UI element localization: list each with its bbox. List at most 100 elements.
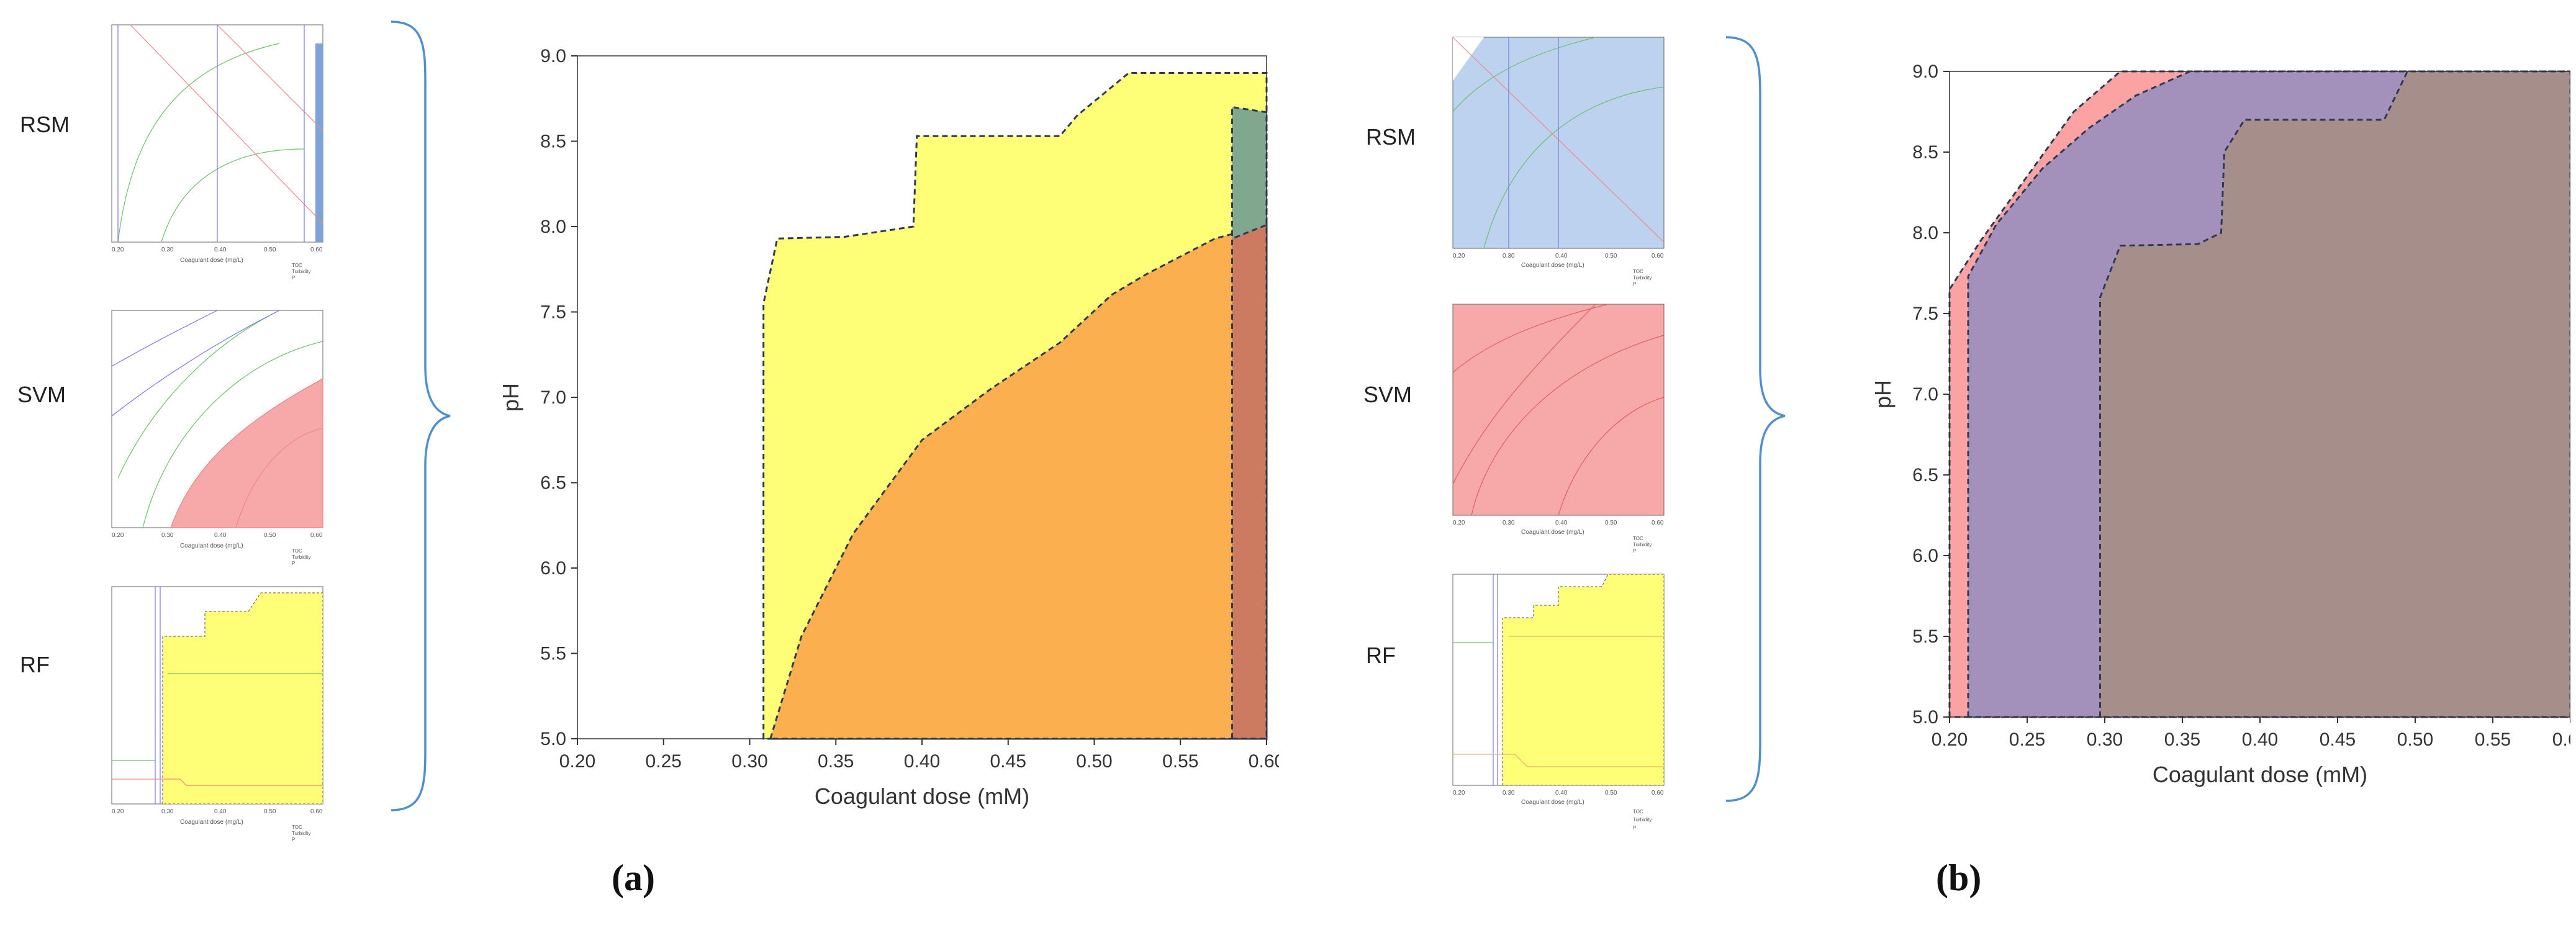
ytick-label-b-7: 8.5 — [1912, 142, 1938, 163]
svg-text:0.40: 0.40 — [214, 532, 227, 539]
svg-text:0.50: 0.50 — [1605, 253, 1617, 259]
svg-text:0.20: 0.20 — [112, 532, 124, 539]
svg-text:0.50: 0.50 — [1605, 790, 1617, 796]
brace-b — [1725, 36, 1786, 802]
xtick-label-b-2: 0.30 — [2087, 729, 2123, 750]
mini-legend-toc-b: TOC — [1633, 269, 1643, 274]
svg-text:0.30: 0.30 — [1503, 520, 1515, 526]
mini-xticks-rsm-a: 0.20 0.30 0.40 0.50 0.60 — [112, 246, 323, 253]
svg-text:0.60: 0.60 — [310, 808, 323, 815]
ytick-label-a-5: 7.5 — [540, 302, 566, 323]
xtick-label-a-1: 0.25 — [646, 751, 682, 772]
mini-label-rf-a: RF — [20, 652, 50, 677]
svg-text:0.50: 0.50 — [1605, 520, 1617, 526]
svg-text:0.50: 0.50 — [264, 246, 276, 253]
mini-label-rsm-b: RSM — [1366, 124, 1416, 150]
mini-legend-p-svm-a: P — [292, 561, 295, 565]
mini-legend-toc-a: TOC — [292, 263, 302, 268]
svg-text:0.60: 0.60 — [310, 532, 323, 539]
xtick-label-a-3: 0.35 — [818, 751, 854, 772]
mini-plot-rf-b: 0.20 0.30 0.40 0.50 0.60 Coagulant dose (mg/… — [1452, 574, 1665, 831]
ytick-label-b-0: 5.0 — [1912, 707, 1938, 728]
svg-text:0.60: 0.60 — [1652, 520, 1664, 526]
yaxis-label-b: pH — [1870, 380, 1896, 408]
ytick-label-a-8: 9.0 — [540, 46, 566, 66]
mini-xlabel-rsm-a: Coagulant dose (mg/L) — [180, 257, 243, 264]
xtick-label-b-4: 0.40 — [2242, 729, 2278, 750]
svg-text:0.40: 0.40 — [214, 808, 227, 815]
ytick-label-b-3: 6.5 — [1912, 465, 1938, 485]
svg-text:0.20: 0.20 — [1453, 253, 1465, 259]
region-a-3 — [1231, 223, 1268, 740]
mini-legend-turbidity-svm-a: Turbidity — [292, 554, 310, 560]
mini-plot-rsm-a: 0.20 0.30 0.40 0.50 0.60 Coagulant dose (mg/… — [111, 24, 323, 279]
xtick-label-a-0: 0.20 — [559, 751, 595, 772]
mini-plot-svm-b: 0.20 0.30 0.40 0.50 0.60 Coagulant dose (mg/… — [1452, 304, 1665, 553]
xtick-label-b-5: 0.45 — [2320, 729, 2356, 750]
ytick-label-a-7: 8.5 — [540, 132, 566, 152]
xtick-label-a-8: 0.60 — [1249, 751, 1279, 772]
panel-a: RSM SVM RF 0.20 0.30 0.40 0.50 0.60 Coagulan… — [17, 20, 1279, 898]
mini-legend-toc-svm-b: TOC — [1633, 536, 1643, 541]
mini-legend-p-rf-b: P — [1633, 825, 1636, 831]
mini-legend-turbidity-svm-b: Turbidity — [1633, 542, 1652, 548]
mini-legend-p-b: P — [1633, 281, 1636, 286]
svg-text:0.50: 0.50 — [264, 808, 276, 815]
svg-text:0.20: 0.20 — [1453, 520, 1465, 526]
svg-text:0.20: 0.20 — [112, 246, 124, 253]
mini-xlabel-svm-a: Coagulant dose (mg/L) — [180, 543, 243, 549]
svg-text:0.30: 0.30 — [161, 808, 174, 815]
xaxis-label-b: Coagulant dose (mM) — [2153, 762, 2367, 787]
caption-a: (a) — [612, 857, 655, 898]
svg-text:0.30: 0.30 — [161, 246, 174, 253]
mini-legend-turbidity-rf-b: Turbidity — [1633, 817, 1652, 823]
xtick-label-b-0: 0.20 — [1932, 729, 1968, 750]
mini-label-rsm-a: RSM — [20, 112, 70, 137]
brace-a — [391, 20, 451, 811]
svg-text:0.60: 0.60 — [1652, 790, 1664, 796]
xtick-label-b-3: 0.35 — [2164, 729, 2200, 750]
panel-b: RSM SVM RF 0.20 0.30 0.40 0.50 0.60 Coagulan… — [1304, 0, 2576, 925]
svg-text:0.20: 0.20 — [112, 808, 124, 815]
mini-xlabel-rf-a: Coagulant dose (mg/L) — [180, 819, 243, 826]
mini-plot-svm-a: 0.20 0.30 0.40 0.50 0.60 Coagulant dose (mg/… — [111, 310, 323, 565]
mini-xlabel-svm-b: Coagulant dose (mg/L) — [1521, 529, 1584, 536]
ytick-label-b-4: 7.0 — [1912, 384, 1938, 405]
xtick-label-b-1: 0.25 — [2009, 729, 2045, 750]
region-b-2 — [2099, 70, 2570, 718]
ytick-label-a-6: 8.0 — [540, 217, 566, 237]
caption-b: (b) — [1936, 857, 1982, 898]
xtick-label-a-2: 0.30 — [731, 751, 767, 772]
svg-text:0.40: 0.40 — [1555, 790, 1568, 796]
mini-legend-toc-svm-a: TOC — [292, 548, 302, 554]
mini-plot-rsm-b: 0.20 0.30 0.40 0.50 0.60 Coagulant dose (mg/… — [1452, 37, 1665, 286]
mini-legend-p-svm-b: P — [1633, 548, 1636, 553]
svg-text:0.60: 0.60 — [1652, 253, 1664, 259]
svg-text:0.50: 0.50 — [264, 532, 276, 539]
mini-legend-turbidity-rf-a: Turbidity — [292, 831, 310, 836]
ytick-label-a-0: 5.0 — [540, 729, 566, 749]
mini-legend-toc-rf-b: TOC — [1633, 809, 1643, 814]
svg-text:0.30: 0.30 — [1503, 253, 1515, 259]
main-chart-a: 0.20 0.25 0.30 0.35 0.40 0.45 0.50 0.55 0.60 5.0 5… — [498, 46, 1279, 809]
ytick-label-b-5: 7.5 — [1912, 304, 1938, 324]
ytick-label-b-2: 6.0 — [1912, 546, 1938, 566]
ytick-label-b-8: 9.0 — [1912, 61, 1938, 82]
mini-xlabel-rsm-b: Coagulant dose (mg/L) — [1521, 262, 1584, 269]
ytick-label-b-1: 5.5 — [1912, 626, 1938, 647]
svg-text:0.40: 0.40 — [1555, 520, 1568, 526]
mini-label-svm-b: SVM — [1363, 382, 1412, 407]
svg-text:0.20: 0.20 — [1453, 790, 1465, 796]
mini-legend-p-rf-a: P — [292, 837, 295, 841]
ytick-label-a-3: 6.5 — [540, 473, 566, 494]
mini-plot-rf-a: 0.20 0.30 0.40 0.50 0.60 Coagulant dose (mg/… — [111, 586, 323, 841]
mini-xlabel-rf-b: Coagulant dose (mg/L) — [1521, 799, 1584, 806]
xtick-label-a-5: 0.45 — [990, 751, 1026, 772]
xaxis-label-a: Coagulant dose (mM) — [815, 783, 1029, 809]
ytick-label-a-2: 6.0 — [540, 558, 566, 579]
xtick-label-b-7: 0.55 — [2475, 729, 2511, 750]
mini-legend-turbidity-a: Turbidity — [292, 269, 310, 274]
mini-label-svm-a: SVM — [17, 382, 66, 407]
ytick-label-a-1: 5.5 — [540, 644, 566, 664]
xtick-label-b-6: 0.50 — [2397, 729, 2433, 750]
